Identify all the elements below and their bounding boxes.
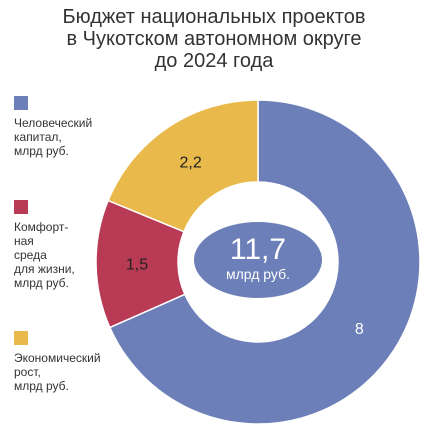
center-total-badge	[194, 222, 322, 298]
slice-label-human-capital: 8	[355, 321, 364, 338]
title-line-3: до 2024 года	[154, 50, 274, 72]
legend-swatch-human-capital	[14, 96, 28, 110]
legend-label-economic-growth: Экономический рост, млрд руб.	[14, 351, 101, 393]
title-line-2: в Чукотском автономном округе	[66, 28, 362, 50]
title-line-1: Бюджет национальных проектов	[62, 6, 366, 28]
donut-slice-economic-growth	[107, 99, 259, 233]
legend-swatch-economic-growth	[14, 331, 28, 345]
center-total-unit: млрд руб.	[226, 266, 290, 282]
slice-label-comfort-environment: 1,5	[126, 257, 148, 274]
slice-label-economic-growth: 2,2	[179, 155, 201, 172]
legend-item-comfort-environment: Комфорт- ная среда для жизни, млрд руб.	[14, 200, 124, 290]
donut-slice-labels: 8 1,5 2,2	[126, 155, 364, 339]
center-total-value: 11,7	[230, 233, 286, 266]
chart-title: Бюджет национальных проектов в Чукотском…	[0, 6, 428, 72]
legend-item-human-capital: Человеческий капитал, млрд руб.	[14, 96, 124, 158]
donut-slice-human-capital	[108, 99, 421, 425]
legend-label-comfort-environment: Комфорт- ная среда для жизни, млрд руб.	[14, 220, 75, 290]
legend-label-human-capital: Человеческий капитал, млрд руб.	[14, 116, 93, 158]
legend-swatch-comfort-environment	[14, 200, 28, 214]
legend-item-economic-growth: Экономический рост, млрд руб.	[14, 331, 124, 393]
donut-slices	[95, 99, 421, 425]
